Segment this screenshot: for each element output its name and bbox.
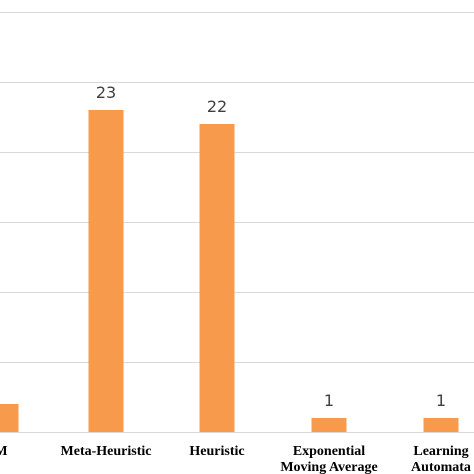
gridlines <box>0 12 474 433</box>
category-labels: M Meta-Heuristic Heuristic Exponential Movin… <box>0 444 471 474</box>
category-label-2: Meta-Heuristic <box>61 444 152 459</box>
data-label-4: 1 <box>324 391 334 410</box>
data-label-2: 23 <box>96 83 116 102</box>
bar-2 <box>88 110 124 432</box>
data-label-5: 1 <box>436 391 446 410</box>
bar-4 <box>311 418 347 432</box>
category-label-1: M <box>0 444 8 459</box>
bar-series <box>0 110 459 432</box>
bar-5 <box>423 418 459 432</box>
data-labels: 23 22 1 1 <box>96 83 446 410</box>
category-label-5: Learning Automata <box>411 444 471 474</box>
bar-3 <box>199 124 235 432</box>
bar-1 <box>0 404 19 432</box>
data-label-3: 22 <box>207 97 227 116</box>
category-label-4: Exponential Moving Average <box>280 444 377 474</box>
category-label-3: Heuristic <box>189 444 244 459</box>
